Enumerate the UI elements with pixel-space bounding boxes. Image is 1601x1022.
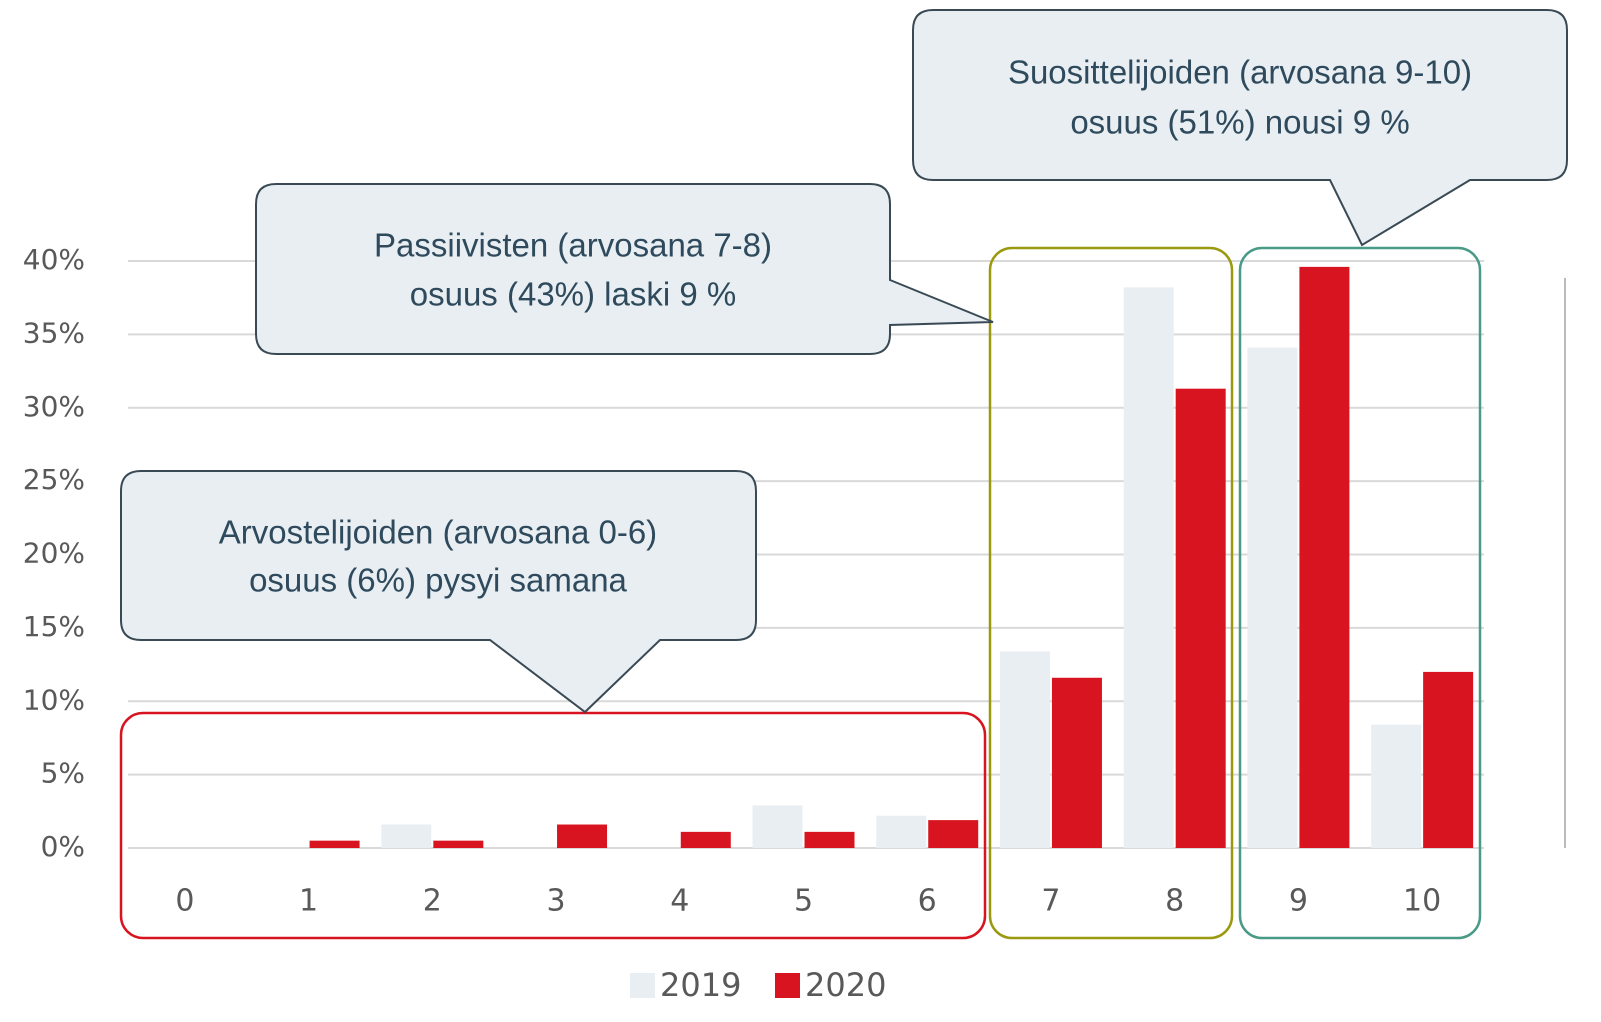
bar bbox=[752, 805, 803, 848]
x-tick-label: 2 bbox=[423, 884, 442, 919]
bar bbox=[1123, 287, 1174, 848]
bar bbox=[999, 651, 1050, 848]
bar bbox=[1051, 677, 1102, 848]
group-box bbox=[988, 246, 1234, 940]
legend-label: 2020 bbox=[805, 966, 886, 1004]
y-tick-label: 5% bbox=[41, 757, 85, 790]
y-tick-label: 35% bbox=[23, 316, 85, 349]
bar bbox=[381, 824, 432, 848]
bar bbox=[928, 820, 979, 848]
bar bbox=[1371, 724, 1422, 848]
callout-text: osuus (43%) laski 9 % bbox=[410, 276, 736, 313]
bars bbox=[309, 266, 1474, 848]
bar bbox=[433, 840, 484, 848]
bar bbox=[1247, 347, 1298, 848]
grid: 0% 5% 10% 15% 20% 25% 30% 35% 40% 0 1 2 3 4 5 6 7 8 9 10 bbox=[23, 243, 1484, 919]
x-tick-label: 1 bbox=[299, 884, 318, 919]
y-tick-label: 20% bbox=[23, 537, 85, 570]
callout bbox=[120, 470, 757, 714]
x-tick-label: 3 bbox=[546, 884, 565, 919]
callout-text: osuus (6%) pysyi samana bbox=[249, 562, 627, 599]
x-tick-label: 9 bbox=[1289, 884, 1308, 919]
legend-swatch bbox=[630, 973, 655, 998]
x-tick-label: 6 bbox=[918, 884, 937, 919]
x-tick-label: 7 bbox=[1041, 884, 1060, 919]
y-tick-label: 40% bbox=[23, 243, 85, 276]
y-tick-label: 10% bbox=[23, 683, 85, 716]
y-tick-label: 0% bbox=[41, 830, 85, 863]
legend-swatch bbox=[775, 973, 800, 998]
callout-text: Passiivisten (arvosana 7-8) bbox=[374, 227, 772, 264]
callout bbox=[255, 183, 994, 355]
y-tick-label: 25% bbox=[23, 463, 85, 496]
callout-text: Arvostelijoiden (arvosana 0-6) bbox=[219, 514, 657, 551]
group-box bbox=[119, 711, 987, 940]
x-tick-label: 5 bbox=[794, 884, 813, 919]
callout-text: osuus (51%) nousi 9 % bbox=[1070, 104, 1409, 141]
callout-text: Suosittelijoiden (arvosana 9-10) bbox=[1008, 54, 1472, 91]
bar bbox=[876, 815, 927, 848]
bar bbox=[309, 840, 360, 848]
bar bbox=[680, 831, 731, 848]
group-box bbox=[1238, 246, 1482, 940]
legend: 2019 2020 bbox=[630, 966, 886, 1004]
x-tick-label: 10 bbox=[1403, 884, 1441, 919]
x-tick-label: 0 bbox=[175, 884, 194, 919]
x-tick-label: 4 bbox=[670, 884, 689, 919]
bar bbox=[1175, 388, 1226, 848]
bar bbox=[557, 824, 608, 848]
y-tick-label: 15% bbox=[23, 610, 85, 643]
x-tick-label: 8 bbox=[1165, 884, 1184, 919]
y-tick-label: 30% bbox=[23, 390, 85, 423]
bar bbox=[1423, 671, 1474, 848]
bar bbox=[804, 831, 855, 848]
legend-label: 2019 bbox=[660, 966, 741, 1004]
bar bbox=[1299, 266, 1350, 848]
callout bbox=[912, 9, 1568, 247]
